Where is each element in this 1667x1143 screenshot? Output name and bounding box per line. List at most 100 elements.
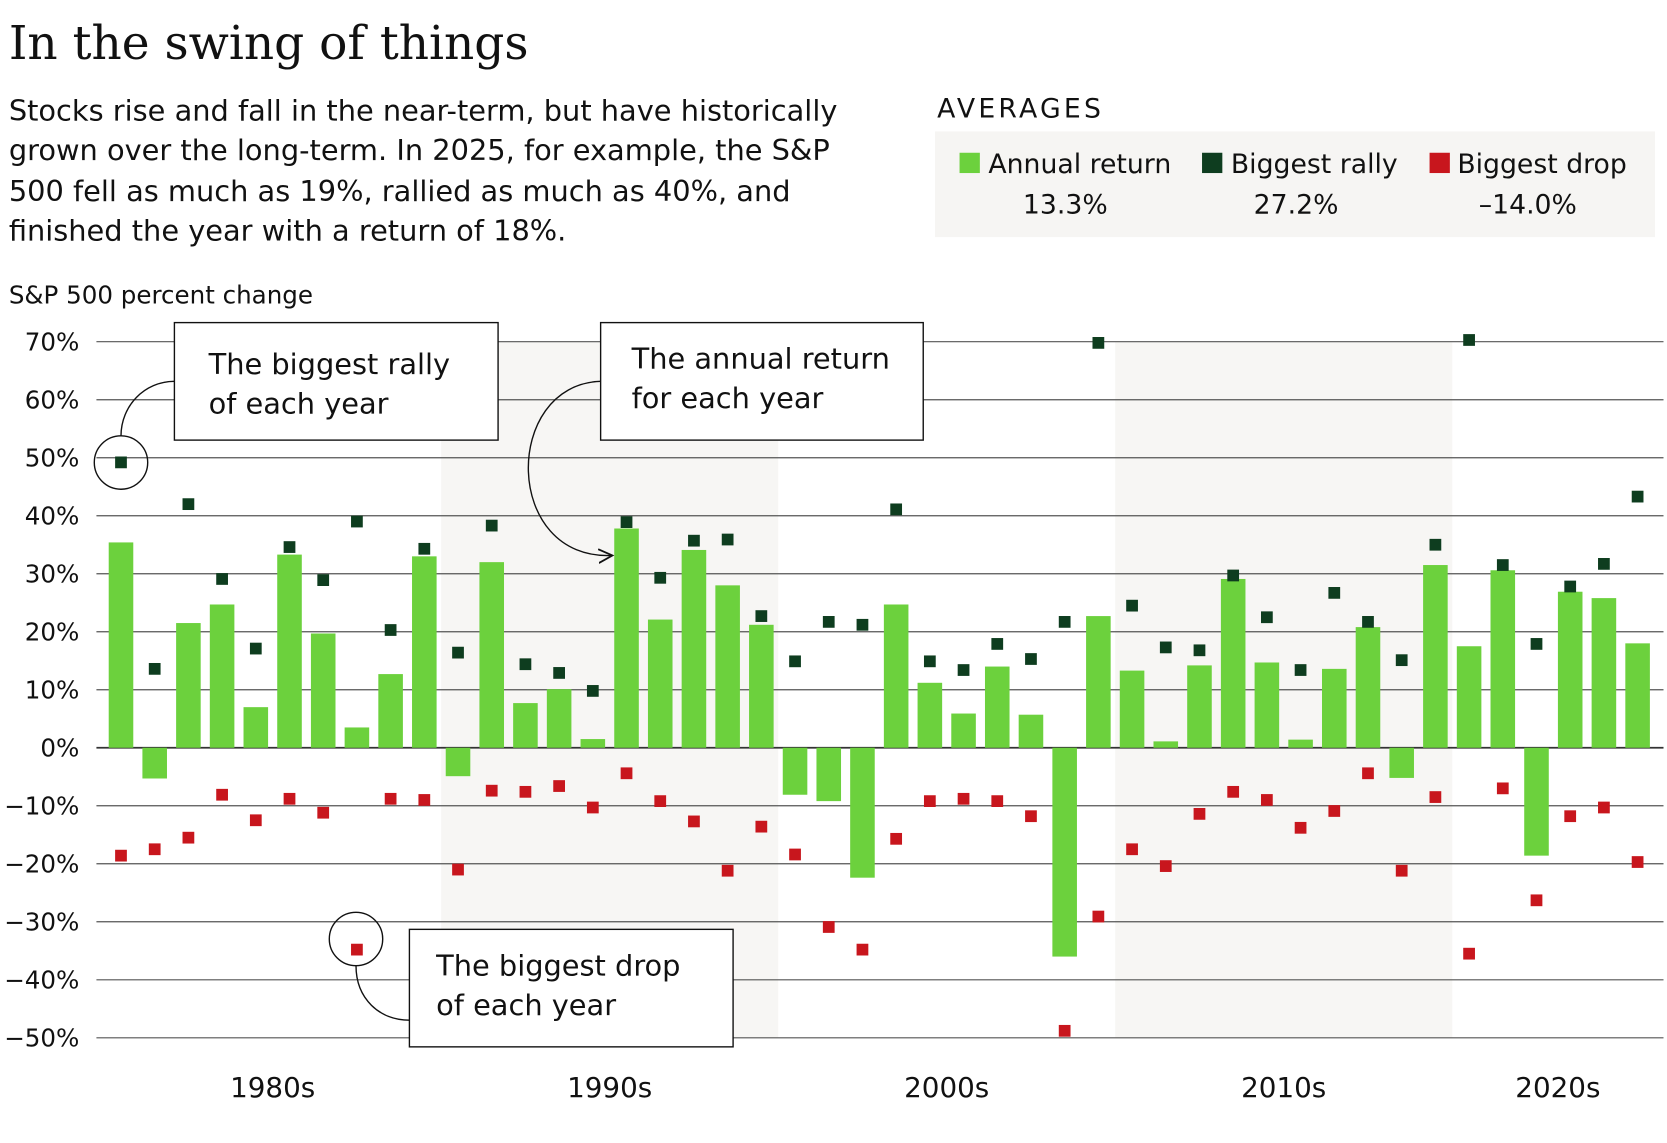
y-tick-label: −50% (4, 1023, 79, 1052)
point-biggest-drop-2011 (1159, 860, 1172, 872)
callout-box (599, 321, 924, 441)
point-biggest-drop-1993 (553, 780, 566, 792)
point-biggest-drop-1988 (384, 792, 397, 805)
bar-annual-return-2011 (1153, 741, 1179, 748)
point-biggest-drop-2000 (789, 848, 801, 861)
bar-annual-return-2005 (951, 713, 976, 748)
bar-annual-return-2025 (1625, 643, 1650, 748)
averages-heading: AVERAGES (937, 94, 1104, 125)
y-tick-label: 50% (25, 443, 80, 472)
point-biggest-rally-2019 (1429, 538, 1442, 551)
point-biggest-drop-2019 (1429, 791, 1442, 803)
averages-panel: AVERAGES Annual return 13.3% Biggest ral… (934, 94, 1655, 238)
point-biggest-drop-2001 (822, 921, 835, 933)
point-biggest-rally-2004 (923, 655, 936, 668)
point-biggest-drop-2004 (923, 795, 936, 807)
legend-swatch-annual-return (959, 152, 980, 174)
point-biggest-rally-2012 (1193, 644, 1206, 657)
callout-biggest-rally (93, 321, 499, 490)
bar-annual-return-2016 (1321, 668, 1347, 748)
point-biggest-drop-1983 (216, 788, 228, 801)
point-biggest-drop-2015 (1294, 821, 1307, 834)
callout-box (173, 321, 499, 441)
point-biggest-drop-2010 (1126, 843, 1138, 856)
point-biggest-rally-2010 (1126, 599, 1138, 612)
bar-annual-return-2020 (1456, 646, 1482, 748)
x-decade-label: 2020s (1515, 1071, 1600, 1104)
bar-annual-return-2023 (1557, 591, 1583, 748)
point-biggest-rally-2018 (1395, 654, 1408, 667)
y-tick-label: 10% (25, 675, 80, 704)
average-biggest-rally: 27.2% (1254, 190, 1339, 221)
bar-annual-return-1988 (378, 674, 403, 748)
callout-text: of each year (436, 988, 616, 1022)
point-biggest-rally-1989 (418, 542, 431, 555)
y-tick-label: 70% (25, 327, 80, 356)
bar-annual-return-1982 (176, 623, 201, 748)
point-biggest-rally-1982 (182, 498, 195, 511)
bar-annual-return-2006 (984, 666, 1010, 748)
point-biggest-drop-2006 (991, 795, 1004, 807)
point-biggest-drop-2020 (1463, 947, 1475, 960)
point-biggest-rally-2011 (1159, 641, 1172, 654)
y-axis-label: S&P 500 percent change (9, 280, 313, 309)
bar-annual-return-2009 (1086, 616, 1111, 748)
point-biggest-rally-2022 (1530, 638, 1543, 650)
bar-annual-return-2000 (782, 747, 808, 795)
subtitle-line: grown over the long-term. In 2025, for e… (9, 133, 830, 167)
bar-annual-return-2021 (1490, 570, 1516, 748)
averages-box (934, 131, 1655, 238)
point-biggest-drop-2002 (856, 943, 869, 956)
point-biggest-drop-2007 (1025, 810, 1037, 823)
bar-annual-return-1985 (277, 554, 302, 748)
callout-biggest-drop (328, 911, 734, 1048)
bar-annual-return-1986 (310, 633, 336, 748)
point-biggest-rally-1996 (654, 571, 667, 584)
point-biggest-rally-2001 (822, 616, 835, 628)
point-biggest-rally-1992 (519, 658, 532, 671)
point-biggest-rally-2000 (789, 655, 801, 668)
point-biggest-rally-2007 (1025, 653, 1037, 665)
point-biggest-rally-2016 (1328, 587, 1341, 599)
point-biggest-drop-2018 (1395, 864, 1408, 877)
point-biggest-drop-2012 (1193, 808, 1206, 820)
callout-connector (355, 965, 410, 1021)
y-tick-label: 0% (40, 733, 79, 762)
x-decade-label: 2010s (1241, 1071, 1326, 1104)
point-biggest-drop-1992 (519, 785, 532, 798)
point-biggest-rally-2008 (1058, 616, 1071, 628)
bar-annual-return-2022 (1524, 747, 1549, 856)
bar-annual-return-2003 (883, 604, 909, 748)
point-biggest-drop-2017 (1362, 767, 1374, 780)
bar-annual-return-1981 (142, 747, 167, 779)
point-biggest-drop-1985 (283, 792, 296, 805)
bar-annual-return-1995 (614, 528, 639, 748)
bar-annual-return-2013 (1220, 578, 1246, 748)
callout-circle (328, 911, 384, 967)
point-biggest-drop-1995 (620, 767, 633, 780)
bar-annual-return-1983 (209, 604, 235, 748)
point-biggest-rally-2024 (1598, 558, 1610, 570)
point-biggest-rally-1998 (721, 533, 734, 546)
point-biggest-drop-2023 (1564, 810, 1577, 823)
bar-annual-return-1980 (108, 542, 134, 748)
legend-swatch-biggest-rally (1202, 152, 1223, 174)
point-biggest-rally-2014 (1261, 611, 1273, 624)
point-biggest-rally-1980 (115, 456, 127, 469)
x-decade-label: 1990s (567, 1071, 652, 1104)
point-biggest-rally-1983 (216, 573, 228, 585)
bar-annual-return-2024 (1591, 598, 1617, 748)
point-biggest-drop-1999 (755, 820, 768, 833)
bar-annual-return-2002 (850, 747, 875, 878)
y-tick-label: 30% (25, 559, 80, 588)
chart-title: In the swing of things (9, 16, 529, 71)
point-biggest-rally-2009 (1092, 337, 1105, 349)
y-tick-label: 20% (25, 617, 80, 646)
bar-annual-return-2001 (816, 747, 842, 802)
bar-annual-return-2004 (917, 682, 943, 748)
point-biggest-rally-1997 (688, 534, 700, 547)
point-biggest-drop-1994 (586, 801, 599, 814)
bar-annual-return-2017 (1355, 627, 1381, 748)
bar-annual-return-1994 (580, 739, 606, 748)
point-biggest-rally-1988 (384, 624, 397, 636)
